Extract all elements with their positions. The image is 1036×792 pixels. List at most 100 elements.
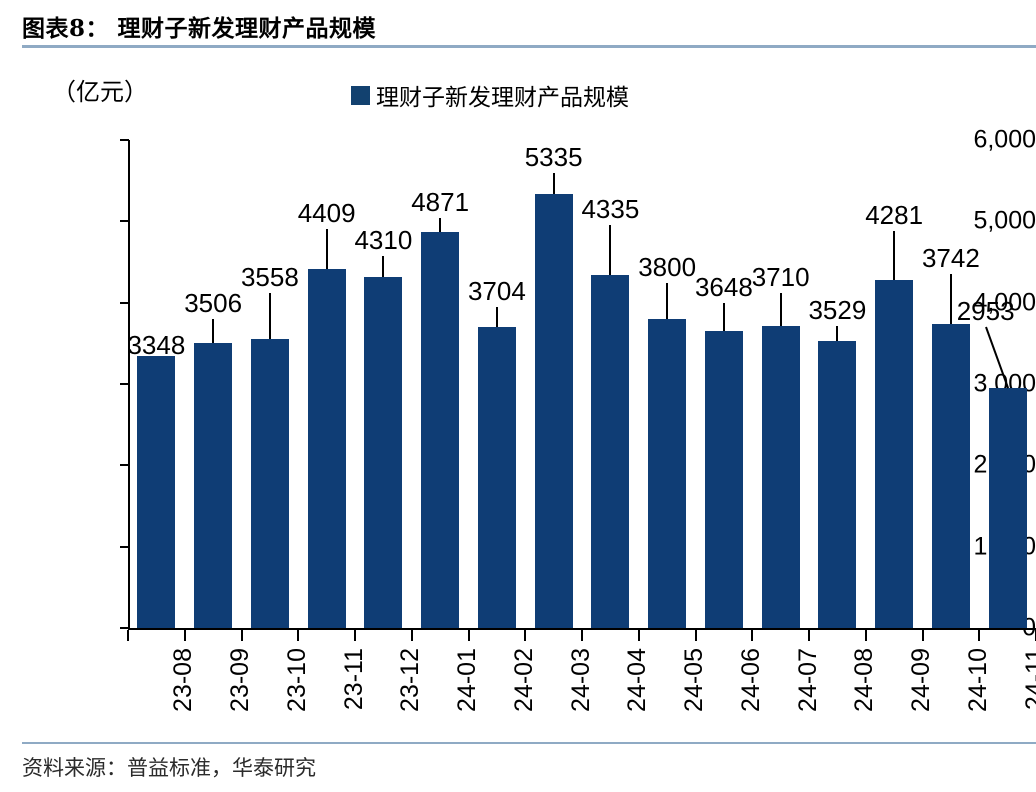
y-tick-mark (120, 383, 129, 385)
label-leader-line (212, 319, 215, 343)
bar-24-09[interactable] (875, 279, 914, 628)
x-tick-mark (978, 630, 981, 641)
label-leader-line (268, 293, 271, 339)
bar-23-12[interactable] (364, 277, 403, 628)
x-tick-label: 23-09 (226, 648, 255, 712)
x-tick-mark (808, 630, 810, 641)
value-label-24-08: 3529 (808, 295, 867, 325)
label-leader-line (666, 283, 669, 319)
bar-24-04[interactable] (591, 275, 630, 628)
x-tick-label: 24-08 (850, 648, 879, 712)
page-title: 图表8： 理财子新发理财产品规模 (22, 15, 377, 42)
x-tick-label: 24-01 (453, 648, 482, 712)
y-axis-unit-label: （亿元） (52, 78, 148, 106)
x-tick-mark (127, 630, 129, 641)
y-tick-label: 4,000 (973, 288, 1036, 317)
x-tick-label: 24-02 (509, 648, 538, 712)
label-leader-line (836, 326, 839, 341)
legend-swatch-icon (351, 85, 370, 105)
source-note: 资料来源：普益标准，华泰研究 (22, 756, 316, 780)
label-leader-line (552, 173, 555, 195)
value-label-24-06: 3648 (694, 272, 753, 302)
bar-24-02[interactable] (477, 326, 516, 628)
value-label-24-01: 4871 (411, 187, 470, 217)
bar-23-09[interactable] (194, 342, 233, 628)
value-label-24-05: 3800 (638, 252, 697, 282)
x-tick-label: 24-05 (680, 648, 709, 712)
value-label-24-04: 4335 (581, 194, 640, 224)
bar-24-05[interactable] (648, 318, 687, 628)
value-label-23-10: 3558 (240, 262, 299, 292)
value-label-23-12: 4310 (354, 225, 413, 255)
x-tick-mark (240, 630, 243, 641)
x-tick-mark (921, 630, 924, 641)
x-tick-mark (694, 630, 697, 641)
bar-24-03[interactable] (534, 194, 573, 628)
x-tick-mark (354, 630, 356, 641)
y-tick-mark (120, 627, 129, 629)
x-tick-label: 24-04 (623, 648, 652, 712)
chart-legend: 理财子新发理财产品规模 (351, 78, 629, 112)
x-tick-label: 24-06 (736, 648, 765, 712)
bar-23-08[interactable] (137, 355, 176, 628)
bar-24-01[interactable] (421, 231, 460, 628)
x-tick-mark (864, 630, 867, 641)
label-leader-line (382, 256, 385, 278)
x-axis-line (128, 628, 1036, 630)
bar-24-06[interactable] (704, 331, 743, 628)
x-tick-mark (183, 630, 186, 641)
x-tick-label: 24-03 (566, 648, 595, 712)
value-label-23-08: 3348 (127, 330, 186, 360)
x-tick-label: 24-10 (963, 648, 992, 712)
bar-23-11[interactable] (307, 269, 346, 628)
bar-23-10[interactable] (250, 338, 289, 628)
value-label-23-09: 3506 (184, 288, 243, 318)
value-label-24-10: 3742 (921, 243, 980, 273)
bar-24-08[interactable] (818, 340, 857, 628)
x-tick-mark (581, 630, 583, 641)
y-axis-line (128, 140, 130, 629)
label-leader-line (722, 303, 725, 332)
bar-24-10[interactable] (931, 323, 970, 628)
y-tick-mark (120, 139, 129, 141)
x-tick-mark (637, 630, 640, 641)
x-tick-label: 24-09 (907, 648, 936, 712)
footer-divider (22, 742, 1036, 744)
y-tick-mark (120, 464, 129, 467)
x-tick-label: 23-12 (396, 648, 425, 712)
x-tick-label: 24-11 (1020, 648, 1036, 711)
x-tick-label: 23-08 (169, 648, 198, 712)
legend-label: 理财子新发理财产品规模 (376, 85, 629, 111)
bar-24-11[interactable] (988, 387, 1027, 628)
x-tick-label: 24-07 (793, 648, 822, 712)
label-leader-line (779, 293, 782, 327)
x-tick-mark (410, 630, 413, 641)
x-tick-mark (297, 630, 300, 641)
y-tick-mark (120, 301, 129, 304)
x-tick-mark (524, 630, 527, 641)
y-tick-label: 5,000 (973, 206, 1036, 235)
y-tick-mark (120, 220, 129, 223)
y-tick-mark (120, 545, 129, 548)
x-tick-label: 23-10 (282, 648, 311, 712)
label-leader-line (609, 225, 612, 276)
value-label-24-03: 5335 (524, 142, 583, 172)
figure-header: 图表8： 理财子新发理财产品规模 (0, 0, 1036, 48)
x-tick-mark (751, 630, 754, 641)
x-tick-label: 23-11 (339, 648, 368, 711)
y-tick-label: 6,000 (973, 125, 1036, 154)
label-leader-line (949, 274, 952, 324)
title-divider (22, 45, 1036, 48)
label-leader-line (325, 229, 328, 270)
value-label-24-07: 3710 (751, 262, 810, 292)
label-leader-line (893, 231, 896, 280)
label-leader-line (495, 307, 498, 327)
value-label-23-11: 4409 (297, 198, 356, 228)
bar-24-07[interactable] (761, 326, 800, 628)
x-tick-mark (467, 630, 470, 641)
value-label-24-11: 2953 (956, 296, 1015, 326)
label-leader-line (439, 218, 442, 232)
value-label-24-09: 4281 (865, 200, 924, 230)
value-label-24-02: 3704 (467, 276, 526, 306)
